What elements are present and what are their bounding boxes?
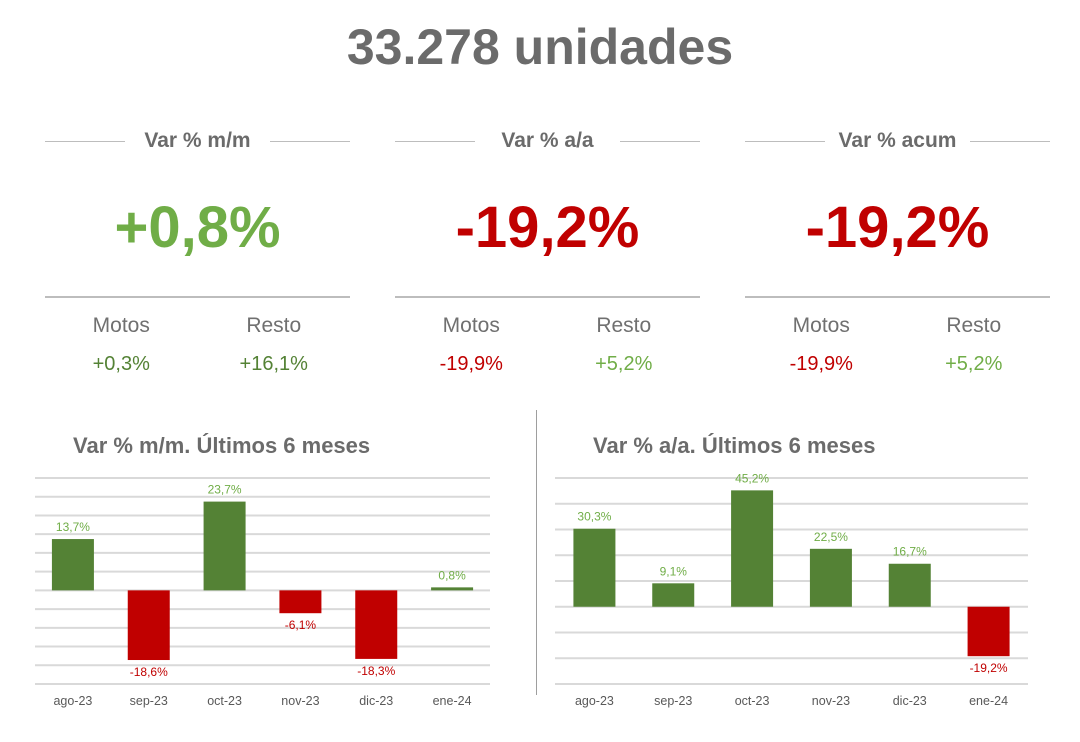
data-label: 9,1% bbox=[660, 564, 688, 578]
data-label: 45,2% bbox=[735, 471, 769, 485]
motos-value: +0,3% bbox=[92, 352, 150, 375]
chart-mm-title: Var % m/m. Últimos 6 meses bbox=[73, 433, 371, 458]
bar bbox=[203, 501, 246, 591]
x-tick-label: ene-24 bbox=[969, 694, 1008, 708]
divider bbox=[45, 296, 350, 298]
resto-label: Resto bbox=[246, 313, 302, 337]
data-label: -18,3% bbox=[357, 664, 395, 678]
data-label: 0,8% bbox=[438, 568, 466, 582]
kpi-1: Var % a/a -19,2% Motos -19,9% Resto +5,2% bbox=[395, 120, 700, 376]
motos-label: Motos bbox=[792, 313, 850, 337]
kpi-value: -19,2% bbox=[805, 195, 990, 260]
bar bbox=[888, 563, 931, 607]
data-label: 22,5% bbox=[814, 530, 848, 544]
kpi-2: Var % acum -19,2% Motos -19,9% Resto +5,2% bbox=[745, 120, 1050, 376]
divider bbox=[745, 141, 825, 142]
bar bbox=[731, 490, 774, 607]
x-tick-label: oct-23 bbox=[735, 694, 770, 708]
bar bbox=[51, 539, 94, 591]
bar bbox=[809, 548, 852, 607]
divider bbox=[395, 141, 475, 142]
x-tick-label: dic-23 bbox=[359, 694, 393, 708]
bar bbox=[652, 583, 695, 607]
kpi-header: Var % acum bbox=[745, 120, 1050, 160]
data-label: 30,3% bbox=[577, 510, 611, 524]
kpi-label: Var % m/m bbox=[144, 129, 251, 152]
kpi-value: +0,8% bbox=[114, 195, 281, 260]
resto-value: +16,1% bbox=[239, 352, 308, 375]
x-tick-label: sep-23 bbox=[654, 694, 692, 708]
x-tick-label: ago-23 bbox=[575, 694, 614, 708]
data-label: 13,7% bbox=[56, 520, 90, 534]
kpi-label: Var % acum bbox=[838, 129, 957, 152]
divider bbox=[45, 141, 125, 142]
data-label: 23,7% bbox=[208, 483, 242, 497]
kpi-label: Var % a/a bbox=[501, 129, 594, 152]
motos-value: -19,9% bbox=[439, 352, 503, 375]
motos-label: Motos bbox=[442, 313, 500, 337]
x-tick-label: ago-23 bbox=[53, 694, 92, 708]
x-tick-label: oct-23 bbox=[207, 694, 242, 708]
charts-svg: 13,7% ago-23 -18,6% sep-23 23,7% oct-23 -6,1% n… bbox=[35, 471, 1028, 708]
bar bbox=[573, 528, 616, 607]
x-tick-label: nov-23 bbox=[281, 694, 319, 708]
kpi-header: Var % a/a bbox=[395, 120, 700, 160]
divider bbox=[270, 141, 350, 142]
resto-label: Resto bbox=[596, 313, 652, 337]
x-tick-label: ene-24 bbox=[433, 694, 472, 708]
bar bbox=[967, 606, 1010, 657]
bar bbox=[431, 587, 474, 591]
data-label: 16,7% bbox=[893, 545, 927, 559]
kpi-header: Var % m/m bbox=[45, 120, 350, 160]
x-tick-label: sep-23 bbox=[130, 694, 168, 708]
bar bbox=[127, 590, 170, 661]
data-label: -18,6% bbox=[130, 665, 168, 679]
resto-value: +5,2% bbox=[945, 352, 1003, 375]
resto-label: Resto bbox=[946, 313, 1002, 337]
divider bbox=[745, 296, 1050, 298]
x-tick-label: nov-23 bbox=[812, 694, 850, 708]
chart-mm: 13,7% ago-23 -18,6% sep-23 23,7% oct-23 -6,1% n… bbox=[35, 477, 490, 708]
divider bbox=[970, 141, 1050, 142]
chart-aa-title: Var % a/a. Últimos 6 meses bbox=[593, 433, 876, 458]
kpi-0: Var % m/m +0,8% Motos +0,3% Resto +16,1% bbox=[45, 120, 350, 376]
divider bbox=[620, 141, 700, 142]
motos-label: Motos bbox=[92, 313, 150, 337]
kpi-value: -19,2% bbox=[455, 195, 640, 260]
resto-value: +5,2% bbox=[595, 352, 653, 375]
chart-aa: 30,3% ago-23 9,1% sep-23 45,2% oct-23 22,5% nov… bbox=[555, 471, 1028, 708]
bar bbox=[279, 590, 322, 614]
bar bbox=[355, 590, 398, 659]
total-units-title: 33.278 unidades bbox=[346, 19, 734, 75]
chart-divider bbox=[536, 410, 537, 695]
data-label: -19,2% bbox=[970, 661, 1008, 675]
divider bbox=[395, 296, 700, 298]
motos-value: -19,9% bbox=[789, 352, 853, 375]
x-tick-label: dic-23 bbox=[893, 694, 927, 708]
data-label: -6,1% bbox=[285, 618, 317, 632]
